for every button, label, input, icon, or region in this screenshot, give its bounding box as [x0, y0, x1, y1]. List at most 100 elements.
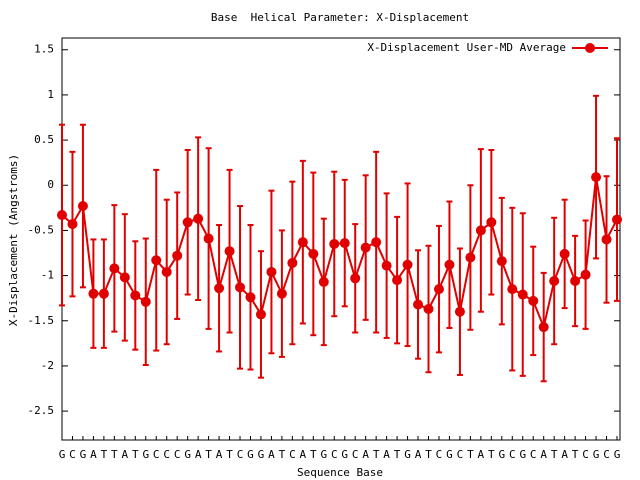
point: [224, 246, 235, 257]
y-tick-label: -0.5: [28, 223, 55, 236]
point: [57, 210, 67, 221]
point: [559, 248, 570, 259]
x-tick-label: A: [540, 448, 547, 461]
point: [339, 238, 350, 249]
point: [308, 248, 319, 259]
point: [381, 260, 392, 271]
point: [549, 276, 560, 287]
x-tick-label: A: [122, 448, 129, 461]
point: [402, 259, 413, 270]
point: [475, 225, 486, 236]
x-tick-label: G: [320, 448, 327, 461]
x-tick-label: G: [184, 448, 191, 461]
x-tick-label: G: [614, 448, 621, 461]
x-tick-label: G: [498, 448, 505, 461]
point: [203, 233, 214, 244]
point: [151, 255, 162, 266]
x-tick-label: A: [90, 448, 97, 461]
x-tick-label: G: [258, 448, 265, 461]
x-tick-label: A: [195, 448, 202, 461]
x-tick-label: T: [488, 448, 495, 461]
x-tick-label: T: [572, 448, 579, 461]
point: [433, 284, 444, 295]
point: [423, 304, 434, 315]
x-tick-label: T: [467, 448, 474, 461]
x-tick-label: A: [478, 448, 485, 461]
x-tick-label: G: [341, 448, 348, 461]
x-tick-label: C: [352, 448, 359, 461]
point: [77, 201, 88, 212]
x-tick-label: C: [582, 448, 589, 461]
point: [287, 257, 298, 268]
chart-title: Base Helical Parameter: X-Displacement: [211, 11, 469, 24]
point: [507, 284, 518, 295]
x-tick-label: T: [205, 448, 212, 461]
point: [161, 266, 172, 277]
x-tick-label: T: [279, 448, 286, 461]
y-tick-label: 1.5: [34, 43, 54, 56]
x-tick-label: T: [101, 448, 108, 461]
y-axis-label: X-Displacement (Angstroms): [7, 154, 20, 326]
x-axis-label: Sequence Base: [297, 466, 383, 479]
point: [580, 269, 591, 280]
x-tick-label: T: [111, 448, 118, 461]
x-tick-label: A: [216, 448, 223, 461]
y-tick-label: -2.5: [28, 404, 55, 417]
point: [276, 288, 287, 299]
x-tick-label: A: [268, 448, 275, 461]
x-tick-label: G: [80, 448, 87, 461]
point: [517, 289, 528, 300]
x-tick-label: T: [226, 448, 233, 461]
point: [88, 288, 99, 299]
x-tick-label: G: [142, 448, 149, 461]
point: [392, 275, 403, 286]
point: [329, 238, 340, 249]
point: [214, 283, 225, 294]
x-tick-label: A: [383, 448, 390, 461]
x-tick-label: C: [457, 448, 464, 461]
point: [109, 263, 120, 274]
point: [172, 250, 183, 261]
y-tick-label: -2: [41, 359, 54, 372]
point: [601, 234, 612, 245]
x-tick-label: C: [69, 448, 76, 461]
point: [350, 273, 361, 284]
x-tick-label: T: [310, 448, 317, 461]
x-tick-label: C: [237, 448, 244, 461]
point: [612, 214, 622, 225]
x-tick-label: A: [415, 448, 422, 461]
x-tick-label: C: [331, 448, 338, 461]
point: [538, 322, 549, 333]
x-tick-label: C: [153, 448, 160, 461]
x-tick-label: C: [603, 448, 610, 461]
point: [465, 252, 476, 263]
y-tick-label: -1: [41, 269, 54, 282]
point: [193, 213, 204, 224]
point: [413, 299, 424, 310]
point: [444, 259, 455, 270]
point: [528, 295, 539, 306]
x-tick-label: T: [551, 448, 558, 461]
x-tick-label: G: [593, 448, 600, 461]
x-tick-label: T: [394, 448, 401, 461]
point: [98, 288, 109, 299]
point: [454, 306, 465, 317]
x-tick-label: T: [425, 448, 432, 461]
point: [182, 217, 193, 228]
x-tick-label: A: [561, 448, 568, 461]
x-tick-label: C: [163, 448, 170, 461]
x-tick-label: C: [174, 448, 181, 461]
y-tick-label: 0.5: [34, 133, 54, 146]
x-tick-label: C: [436, 448, 443, 461]
x-tick-label: C: [530, 448, 537, 461]
point: [360, 242, 371, 253]
point: [235, 282, 246, 293]
point: [119, 272, 130, 283]
x-tick-label: G: [519, 448, 526, 461]
x-tick-label: C: [509, 448, 516, 461]
legend-label: X-Displacement User-MD Average: [367, 41, 566, 54]
x-tick-label: C: [289, 448, 296, 461]
x-tick-label: G: [446, 448, 453, 461]
point: [318, 276, 329, 287]
